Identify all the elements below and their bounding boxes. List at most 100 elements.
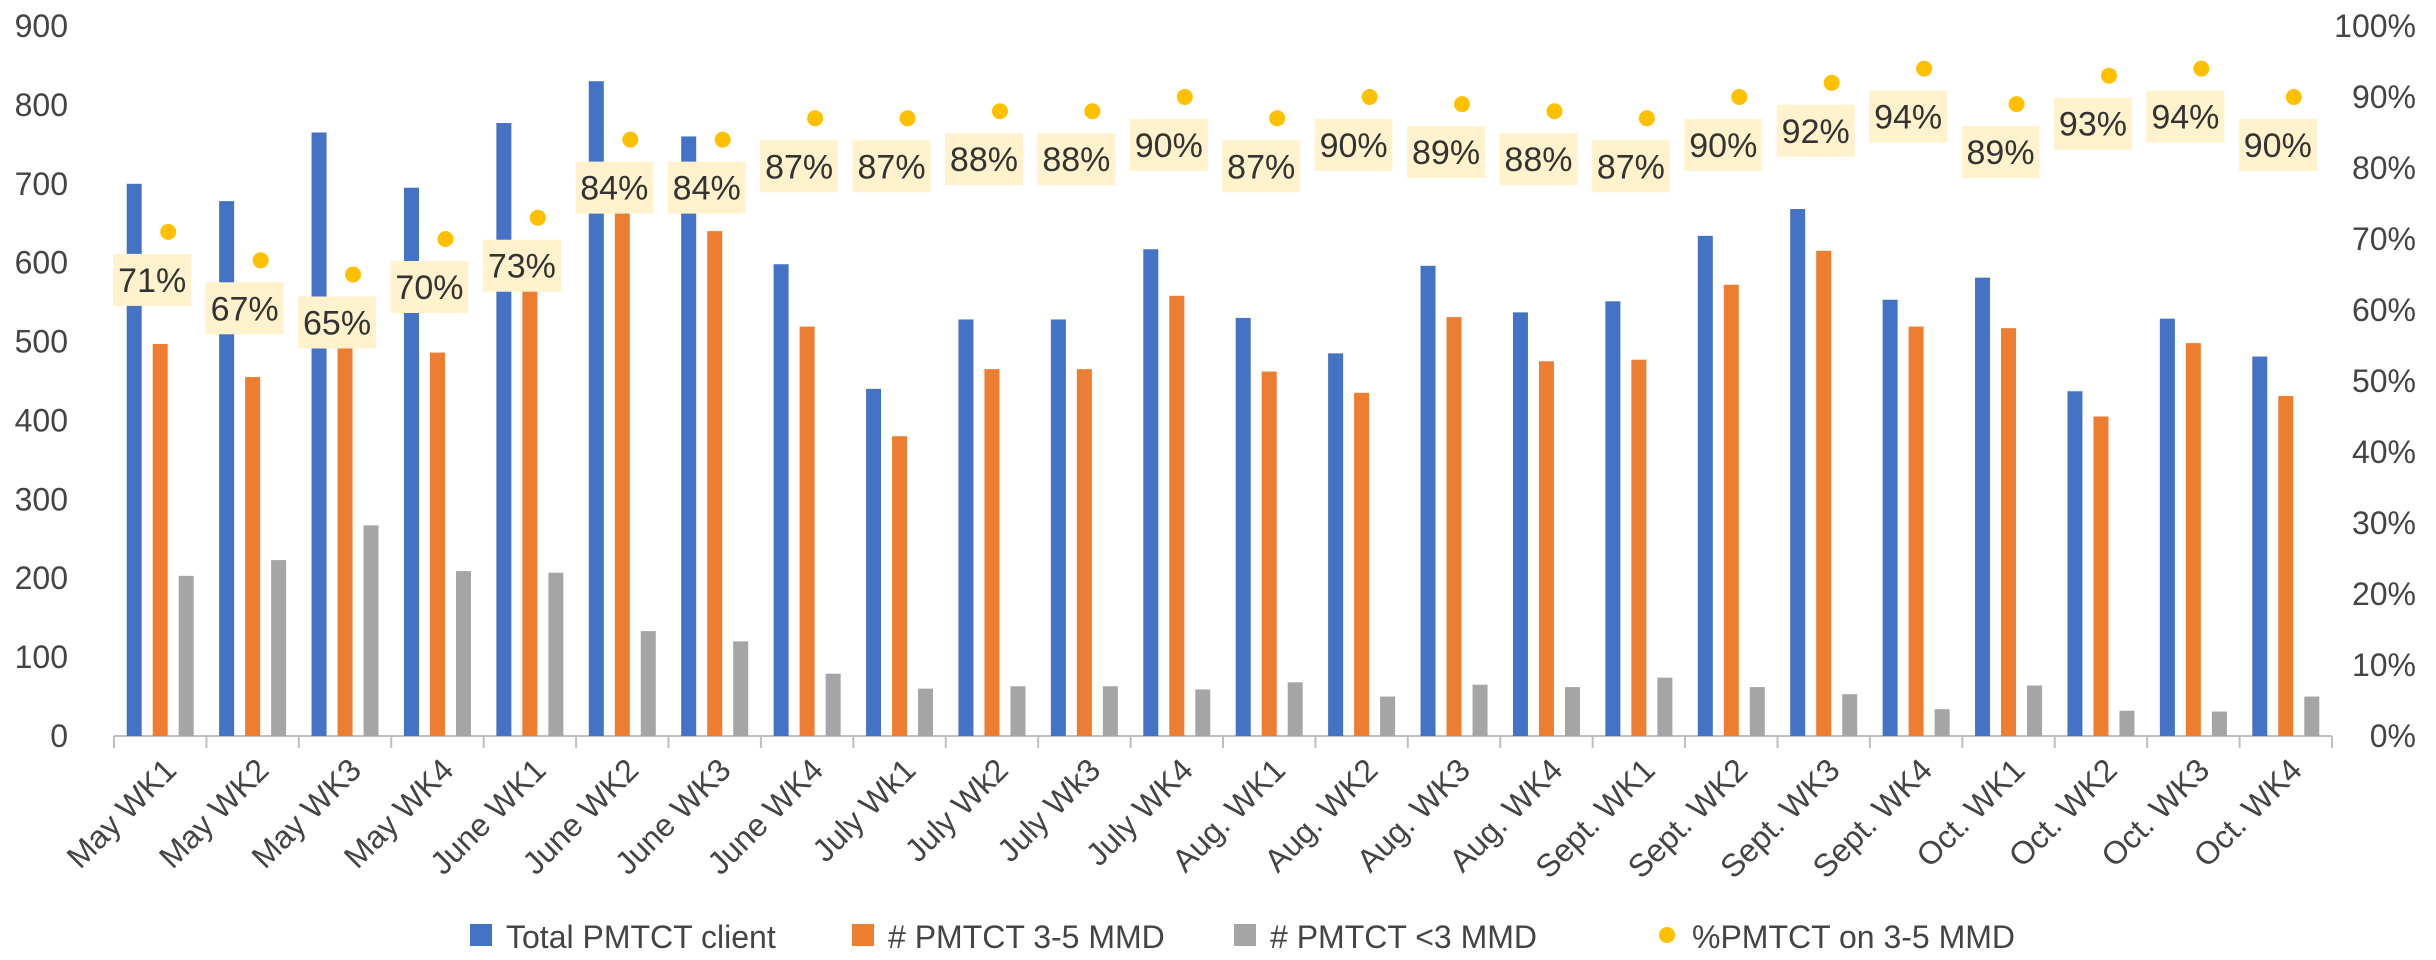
bar-mmd-under-3 (363, 525, 379, 736)
percent-point (1084, 103, 1101, 120)
data-label: 88% (1504, 141, 1572, 179)
y2-tick-label: 40% (2352, 434, 2416, 470)
bar-mmd-under-3 (2119, 710, 2135, 736)
data-label: 87% (1227, 148, 1295, 186)
data-label: 89% (1412, 134, 1480, 172)
data-label: 87% (858, 148, 926, 186)
bar-mmd-under-3 (918, 688, 934, 736)
data-label-box (1869, 90, 1948, 143)
legend-swatch (1234, 924, 1256, 946)
bar-mmd-3-5 (799, 326, 815, 736)
data-label-box (113, 253, 192, 306)
bar-total (1605, 301, 1621, 736)
bar-total (866, 388, 882, 736)
bar-total (496, 123, 512, 737)
bar-mmd-under-3 (2027, 685, 2043, 736)
bar-mmd-under-3 (733, 641, 749, 736)
bar-total (1420, 265, 1436, 736)
legend: Total PMTCT client # PMTCT 3-5 MMD # PMTCT… (470, 919, 2015, 955)
data-label-box (390, 261, 469, 313)
data-labels: 71% 67% 65% 70% 73% 84% 84% 87% 87% 88% 88% 90% 87% 9… (113, 90, 2317, 349)
bar-total (1697, 235, 1713, 736)
data-label-box (1407, 126, 1486, 179)
y2-tick-label: 90% (2352, 79, 2416, 115)
y-tick-label: 100 (15, 639, 68, 675)
bar-mmd-3-5 (2185, 343, 2201, 736)
bar-mmd-under-3 (1380, 696, 1396, 736)
bar-mmd-under-3 (640, 631, 656, 736)
bar-total (219, 201, 235, 737)
percent-point (1176, 89, 1193, 105)
percent-point (345, 266, 362, 283)
data-label: 87% (1597, 148, 1665, 186)
bar-mmd-3-5 (2278, 395, 2294, 736)
y2-tick-label: 60% (2352, 292, 2416, 328)
bar-mmd-3-5 (337, 343, 353, 736)
percent-point (2285, 89, 2302, 105)
bar-mmd-under-3 (2304, 696, 2320, 736)
percent-point (807, 110, 824, 127)
bar-mmd-3-5 (2001, 328, 2017, 736)
bar-mmd-3-5 (1446, 317, 1462, 736)
percent-point (1916, 60, 1933, 77)
percent-point (1823, 74, 1840, 91)
legend-label: Total PMTCT client (506, 919, 776, 955)
data-label: 94% (2151, 99, 2219, 137)
percent-point (714, 131, 731, 148)
bar-mmd-under-3 (178, 575, 194, 736)
data-label-box (2238, 119, 2317, 171)
y2-tick-label: 50% (2352, 363, 2416, 399)
data-label-box (1961, 126, 2040, 179)
bar-mmd-3-5 (429, 352, 445, 736)
bar-total (126, 183, 142, 736)
y2-tick-label: 70% (2352, 221, 2416, 257)
percent-point (1361, 89, 1378, 105)
bar-total (958, 319, 974, 736)
y-tick-label: 900 (15, 8, 68, 44)
percent-point (437, 231, 454, 247)
y-tick-label: 400 (15, 402, 68, 438)
data-label: 65% (303, 305, 371, 343)
bar-mmd-under-3 (2211, 711, 2227, 736)
data-label: 88% (1042, 141, 1110, 179)
data-label: 73% (488, 248, 556, 286)
percent-point (622, 131, 639, 148)
bar-mmd-3-5 (1169, 295, 1185, 736)
data-label: 90% (1135, 127, 1203, 165)
bar-total (1790, 209, 1806, 736)
bar-mmd-under-3 (825, 673, 841, 736)
data-label-box (575, 161, 654, 214)
bar-total (681, 136, 697, 736)
data-label: 87% (765, 148, 833, 186)
bar-mmd-3-5 (1631, 359, 1647, 736)
data-label: 94% (1874, 99, 1942, 137)
bar-mmd-under-3 (1102, 686, 1118, 736)
data-label-box (2146, 90, 2225, 143)
percent-point (1638, 110, 1655, 127)
y-tick-label: 700 (15, 166, 68, 202)
legend-swatch (852, 924, 874, 946)
data-label-box (2053, 97, 2132, 150)
bar-mmd-under-3 (548, 572, 564, 736)
legend-label: # PMTCT <3 MMD (1270, 919, 1537, 955)
bar-mmd-3-5 (614, 186, 630, 737)
bar-mmd-3-5 (245, 377, 261, 736)
bar-mmd-under-3 (1657, 677, 1673, 736)
data-label: 71% (118, 262, 186, 300)
data-label: 90% (2244, 127, 2312, 165)
data-label: 70% (395, 269, 463, 307)
bar-total (773, 264, 789, 736)
data-label: 84% (580, 170, 648, 208)
y2-tick-label: 100% (2334, 8, 2416, 44)
percent-point (991, 103, 1008, 120)
bar-total (1512, 312, 1528, 736)
data-label-box (482, 239, 561, 292)
bar-total (311, 132, 327, 736)
bar-total (1235, 317, 1251, 736)
bar-mmd-3-5 (1816, 250, 1832, 737)
y2-tick-label: 10% (2352, 647, 2416, 683)
bar-total (2067, 391, 2083, 736)
data-label: 92% (1782, 113, 1850, 151)
percent-point (160, 223, 177, 240)
